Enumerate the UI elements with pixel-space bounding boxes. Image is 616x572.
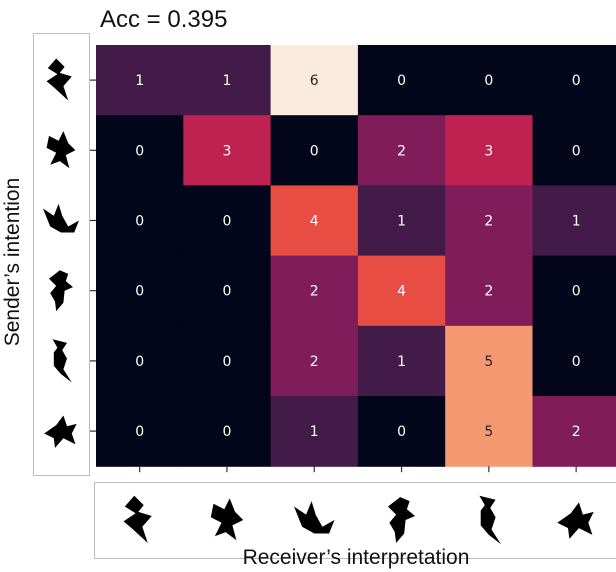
- cell-value-label-r5-c3: 2: [310, 354, 319, 370]
- tangram-shape-1-row-icon: [46, 58, 72, 101]
- heatmap-cell-r2-c2: [183, 115, 272, 186]
- tangram-shape-2-col-icon: [210, 498, 244, 541]
- cell-value-label-r5-c6: 0: [572, 354, 581, 370]
- x-axis-label: Receiver’s interpretation: [242, 546, 470, 569]
- cell-value-label-r1-c1: 1: [135, 73, 144, 89]
- tangram-shape-1-col-icon: [123, 495, 152, 543]
- heatmap-cell-r3-c2: [183, 185, 272, 257]
- tangram-shape-6-col-icon: [557, 502, 594, 539]
- cell-value-label-r6-c2: 0: [222, 424, 231, 440]
- heatmap-cell-r4-c3: [270, 255, 359, 327]
- heatmap-cell-r2-c4: [357, 115, 446, 186]
- tangram-shape-5-row-icon: [52, 339, 72, 383]
- cell-value-label-r3-c6: 1: [572, 214, 581, 230]
- cell-value-label-r6-c1: 0: [135, 424, 144, 440]
- heatmap-cell-r3-c4: [357, 185, 446, 257]
- heatmap-cell-r1-c2: [183, 45, 272, 116]
- column-icon-panel: [94, 482, 616, 559]
- cell-value-label-r2-c6: 0: [572, 143, 581, 159]
- cell-value-label-r4-c2: 0: [222, 284, 231, 300]
- cell-value-label-r2-c3: 0: [310, 143, 319, 159]
- heatmap-cell-r1-c5: [445, 45, 534, 116]
- cell-value-label-r1-c5: 0: [484, 73, 493, 89]
- heatmap-cell-r4-c6: [532, 255, 616, 327]
- cell-value-label-r6-c3: 1: [310, 424, 319, 440]
- cell-value-label-r6-c6: 2: [572, 424, 581, 440]
- heatmap-cell-r1-c3: [270, 45, 359, 116]
- heatmap-cell-r2-c6: [532, 115, 616, 186]
- tangram-shape-4-row-icon: [49, 270, 73, 312]
- cell-value-label-r1-c6: 0: [572, 73, 581, 89]
- tangram-shape-6-row-icon: [44, 415, 77, 448]
- heatmap-cell-r4-c1: [96, 255, 184, 327]
- heatmap-cell-r1-c4: [357, 45, 446, 116]
- cell-value-label-r2-c1: 0: [135, 143, 144, 159]
- tangram-shape-3-col-icon: [294, 501, 335, 534]
- cell-value-label-r4-c4: 4: [397, 284, 406, 300]
- cell-value-label-r4-c3: 2: [310, 284, 319, 300]
- heatmap-cell-r5-c2: [183, 325, 272, 397]
- cell-value-label-r4-c1: 0: [135, 284, 144, 300]
- cell-value-label-r5-c4: 1: [397, 354, 406, 370]
- cell-value-label-r4-c5: 2: [484, 284, 493, 300]
- chart-title: Acc = 0.395: [100, 6, 228, 33]
- heatmap-cell-r2-c5: [445, 115, 534, 186]
- heatmap-cell-r6-c4: [357, 396, 446, 467]
- cell-value-label-r3-c4: 1: [397, 214, 406, 230]
- cell-value-label-r1-c2: 1: [222, 73, 231, 89]
- cell-value-label-r2-c5: 3: [484, 143, 493, 159]
- heatmap-cell-r5-c1: [96, 325, 184, 397]
- heatmap-cell-r4-c5: [445, 255, 534, 327]
- heatmap-cell-r2-c3: [270, 115, 359, 186]
- cell-value-label-r6-c4: 0: [397, 424, 406, 440]
- heatmap-cell-r6-c5: [445, 396, 534, 467]
- heatmap-cell-r5-c6: [532, 325, 616, 397]
- tangram-shape-3-row-icon: [43, 203, 79, 233]
- heatmap-cell-r3-c5: [445, 185, 534, 257]
- heatmap-cell-r6-c6: [532, 396, 616, 467]
- heatmap-cell-r5-c3: [270, 325, 359, 397]
- heatmap-cell-r3-c6: [532, 185, 616, 257]
- cell-value-label-r3-c2: 0: [222, 214, 231, 230]
- tangram-shape-4-col-icon: [388, 497, 415, 543]
- row-icon-panel: [33, 33, 90, 476]
- cell-value-label-r2-c2: 3: [222, 143, 231, 159]
- heatmap-cell-r6-c2: [183, 396, 272, 467]
- heatmap-cell-r5-c5: [445, 325, 534, 397]
- cell-value-label-r6-c5: 5: [484, 424, 493, 440]
- cell-value-label-r5-c5: 5: [484, 354, 493, 370]
- heatmap-cell-r6-c3: [270, 396, 359, 467]
- cell-value-label-r4-c6: 0: [572, 284, 581, 300]
- heatmap-cell-r2-c1: [96, 115, 184, 186]
- cell-value-label-r3-c3: 4: [310, 214, 319, 230]
- heatmap-cell-r5-c4: [357, 325, 446, 397]
- cell-value-label-r1-c4: 0: [397, 73, 406, 89]
- tangram-shape-5-col-icon: [479, 495, 501, 545]
- heatmap-cell-r1-c6: [532, 45, 616, 116]
- heatmap-cell-r1-c1: [96, 45, 184, 116]
- heatmap-cell-r6-c1: [96, 396, 184, 467]
- heatmap-cell-r4-c2: [183, 255, 272, 327]
- heatmap-cell-r3-c3: [270, 185, 359, 257]
- tangram-shape-2-row-icon: [46, 131, 76, 169]
- cell-value-label-r2-c4: 2: [397, 143, 406, 159]
- cell-value-label-r5-c2: 0: [222, 354, 231, 370]
- cell-value-label-r5-c1: 0: [135, 354, 144, 370]
- cell-value-label-r1-c3: 6: [310, 73, 319, 89]
- heatmap-cell-r3-c1: [96, 185, 184, 257]
- cell-value-label-r3-c1: 0: [135, 214, 144, 230]
- heatmap-cell-r4-c4: [357, 255, 446, 327]
- cell-value-label-r3-c5: 2: [484, 214, 493, 230]
